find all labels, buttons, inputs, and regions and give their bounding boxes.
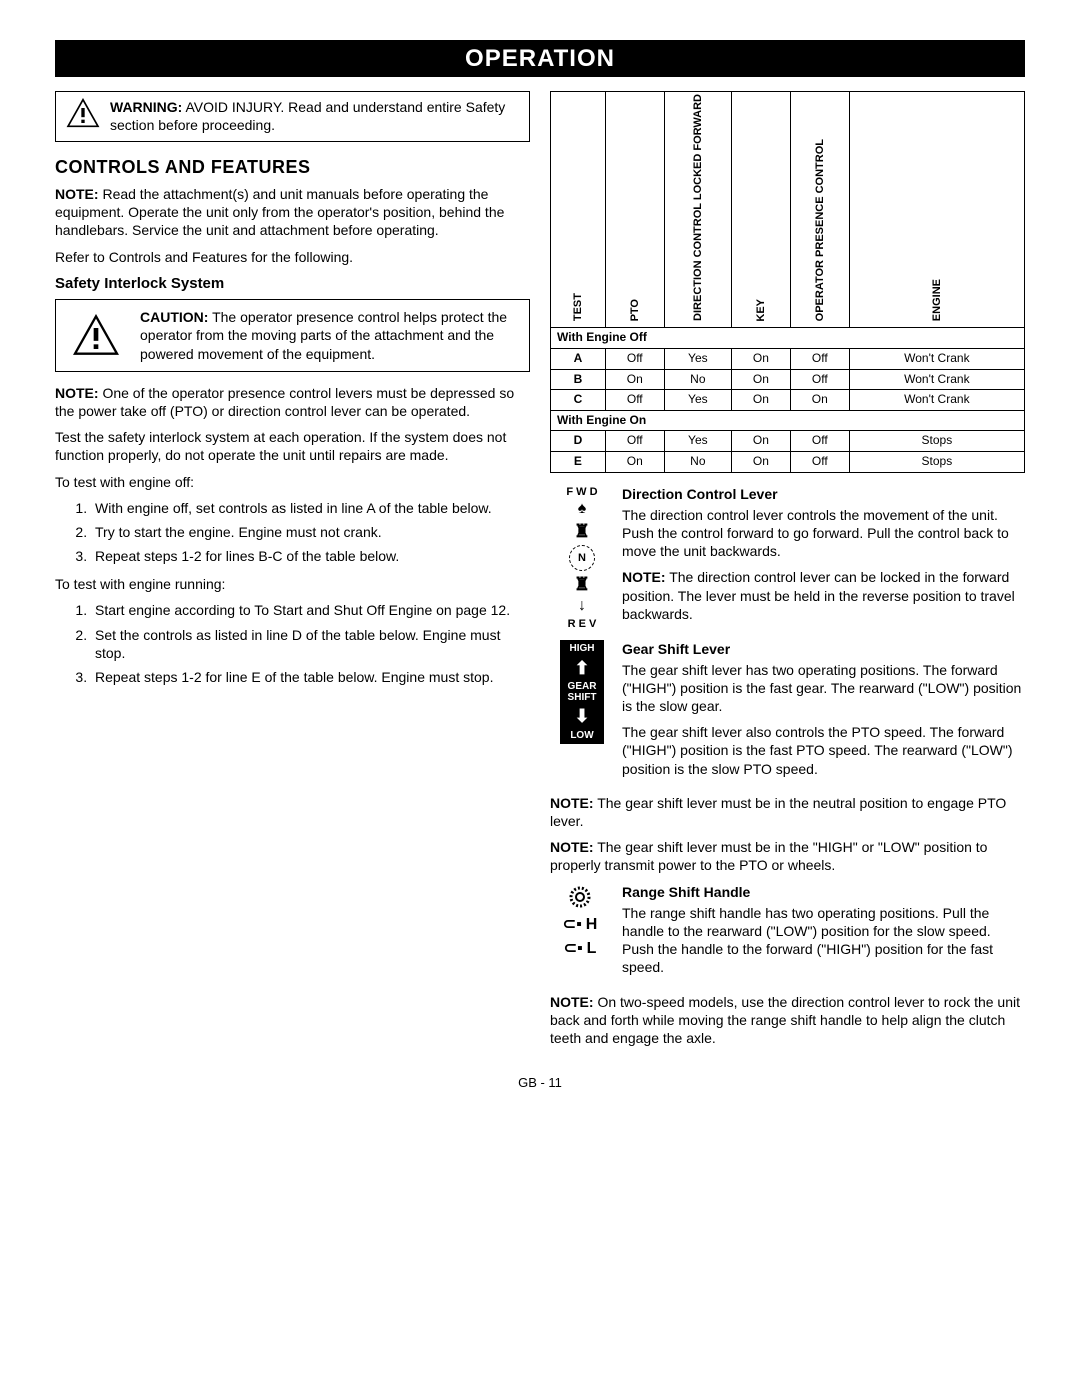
note2-text: One of the operator presence control lev… xyxy=(55,385,514,419)
gear-body-2: The gear shift lever also controls the P… xyxy=(622,723,1025,778)
gear-body-1: The gear shift lever has two operating p… xyxy=(622,661,1025,716)
note1-label: NOTE: xyxy=(55,186,99,202)
warning-icon xyxy=(66,98,100,128)
fwd-label: F W D xyxy=(550,485,614,499)
note-2: NOTE: One of the operator presence contr… xyxy=(55,384,530,420)
gear-note-2: NOTE: The gear shift lever must be in th… xyxy=(550,838,1025,874)
caution-text: CAUTION: The operator presence control h… xyxy=(140,308,519,363)
table-row: D Off Yes On Off Stops xyxy=(551,431,1025,452)
range-icon: ⊂▪H ⊂▪L xyxy=(550,883,614,985)
gear-note-1: NOTE: The gear shift lever must be in th… xyxy=(550,794,1025,830)
safety-heading: Safety Interlock System xyxy=(55,274,530,294)
range-feature: ⊂▪H ⊂▪L Range Shift Handle The range shi… xyxy=(550,883,1025,985)
table-row: B On No On Off Won't Crank xyxy=(551,369,1025,390)
off-step-1: With engine off, set controls as listed … xyxy=(91,499,530,517)
direction-note: NOTE: The direction control lever can be… xyxy=(622,568,1025,623)
refer-text: Refer to Controls and Features for the f… xyxy=(55,248,530,266)
note-1: NOTE: Read the attachment(s) and unit ma… xyxy=(55,185,530,240)
left-column: WARNING: AVOID INJURY. Read and understa… xyxy=(55,91,530,1055)
gear-feature: HIGH ⬆ GEAR SHIFT ⬇ LOW Gear Shift Lever… xyxy=(550,640,1025,786)
table-section-1: With Engine Off xyxy=(551,328,1025,349)
off-step-2: Try to start the engine. Engine must not… xyxy=(91,523,530,541)
th-test: TEST xyxy=(571,293,585,321)
warning-label: WARNING: xyxy=(110,99,182,115)
direction-icon: F W D ♠ ♜ N ♜ ↓ R E V xyxy=(550,485,614,632)
range-note: NOTE: On two-speed models, use the direc… xyxy=(550,993,1025,1048)
on-step-2: Set the controls as listed in line D of … xyxy=(91,626,530,662)
section-heading: CONTROLS AND FEATURES xyxy=(55,156,530,179)
table-row: E On No On Off Stops xyxy=(551,451,1025,472)
caution-label: CAUTION: xyxy=(140,309,208,325)
test-intro: Test the safety interlock system at each… xyxy=(55,428,530,464)
note2-label: NOTE: xyxy=(55,385,99,401)
engine-on-label: To test with engine running: xyxy=(55,575,530,593)
on-step-1: Start engine according to To Start and S… xyxy=(91,601,530,619)
page-number: GB - 11 xyxy=(55,1075,1025,1092)
warning-box: WARNING: AVOID INJURY. Read and understa… xyxy=(55,91,530,141)
engine-off-steps: With engine off, set controls as listed … xyxy=(91,499,530,566)
th-direction: DIRECTION CONTROL LOCKED FORWARD xyxy=(691,94,705,321)
caution-box: CAUTION: The operator presence control h… xyxy=(55,299,530,372)
direction-body: The direction control lever controls the… xyxy=(622,506,1025,561)
th-pto: PTO xyxy=(628,299,642,321)
range-body: The range shift handle has two operating… xyxy=(622,904,1025,977)
warning-text: WARNING: AVOID INJURY. Read and understa… xyxy=(110,98,519,134)
engine-off-label: To test with engine off: xyxy=(55,473,530,491)
table-section-2: With Engine On xyxy=(551,410,1025,431)
note1-text: Read the attachment(s) and unit manuals … xyxy=(55,186,504,238)
right-column: TEST PTO DIRECTION CONTROL LOCKED FORWAR… xyxy=(550,91,1025,1055)
page-title-bar: OPERATION xyxy=(55,40,1025,77)
rev-label: R E V xyxy=(550,617,614,631)
th-key: KEY xyxy=(754,299,768,322)
interlock-table: TEST PTO DIRECTION CONTROL LOCKED FORWAR… xyxy=(550,91,1025,472)
table-row: C Off Yes On On Won't Crank xyxy=(551,390,1025,411)
gear-title: Gear Shift Lever xyxy=(622,640,1025,658)
gear-icon: HIGH ⬆ GEAR SHIFT ⬇ LOW xyxy=(550,640,614,786)
range-title: Range Shift Handle xyxy=(622,883,1025,901)
th-presence: OPERATOR PRESENCE CONTROL xyxy=(813,139,827,321)
off-step-3: Repeat steps 1-2 for lines B-C of the ta… xyxy=(91,547,530,565)
on-step-3: Repeat steps 1-2 for line E of the table… xyxy=(91,668,530,686)
caution-icon xyxy=(72,314,120,356)
direction-title: Direction Control Lever xyxy=(622,485,1025,503)
th-engine: ENGINE xyxy=(930,279,944,321)
table-row: A Off Yes On Off Won't Crank xyxy=(551,349,1025,370)
engine-on-steps: Start engine according to To Start and S… xyxy=(91,601,530,686)
direction-feature: F W D ♠ ♜ N ♜ ↓ R E V Direction Control … xyxy=(550,485,1025,632)
